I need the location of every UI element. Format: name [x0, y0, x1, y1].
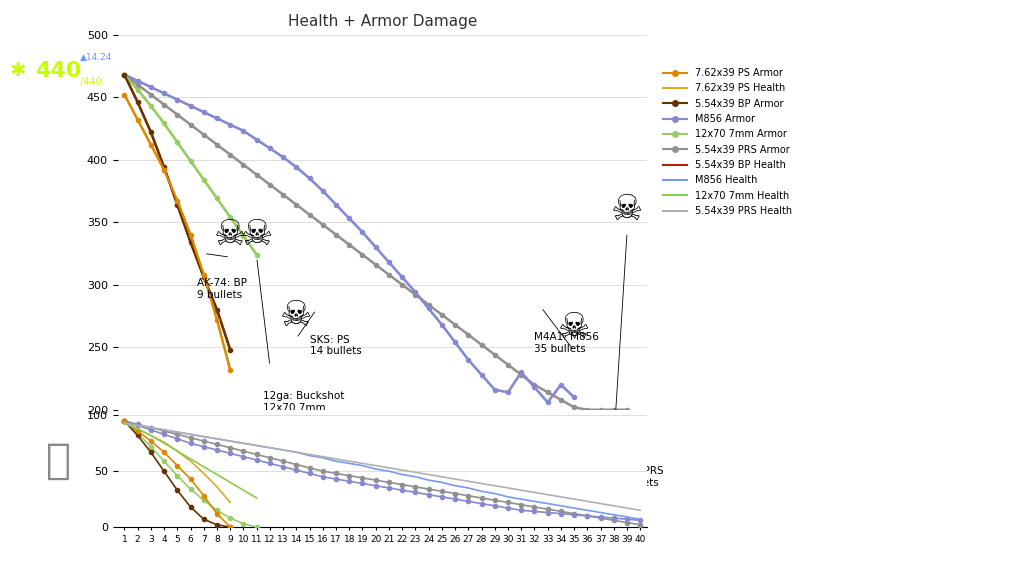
Text: ☠: ☠: [214, 218, 247, 252]
Title: Health + Armor Damage: Health + Armor Damage: [288, 14, 477, 29]
Legend: 7.62x39 PS Armor, 7.62x39 PS Health, 5.54x39 BP Armor, M856 Armor, 12x70 7mm Arm: 7.62x39 PS Armor, 7.62x39 PS Health, 5.5…: [658, 64, 796, 220]
Text: 🛡: 🛡: [46, 440, 72, 482]
Text: ☠: ☠: [241, 218, 272, 252]
Text: SKS: PS
14 bullets: SKS: PS 14 bullets: [309, 335, 361, 357]
Text: ☠: ☠: [281, 299, 312, 333]
Text: M4A1: M856
35 bullets: M4A1: M856 35 bullets: [535, 332, 599, 354]
Text: AK-74: BP
9 bullets: AK-74: BP 9 bullets: [198, 278, 247, 300]
Text: ☠: ☠: [611, 192, 643, 227]
Text: /440: /440: [80, 77, 101, 88]
Text: 440: 440: [35, 61, 82, 81]
Text: ☠: ☠: [558, 312, 590, 346]
Text: 12ga: Buckshot
12x70 7mm
11 bullets: 12ga: Buckshot 12x70 7mm 11 bullets: [263, 391, 345, 424]
Text: AK-74: PRS
39 bullets: AK-74: PRS 39 bullets: [607, 466, 664, 488]
Text: ▲14.24: ▲14.24: [80, 53, 113, 62]
Text: ✱: ✱: [9, 62, 26, 81]
